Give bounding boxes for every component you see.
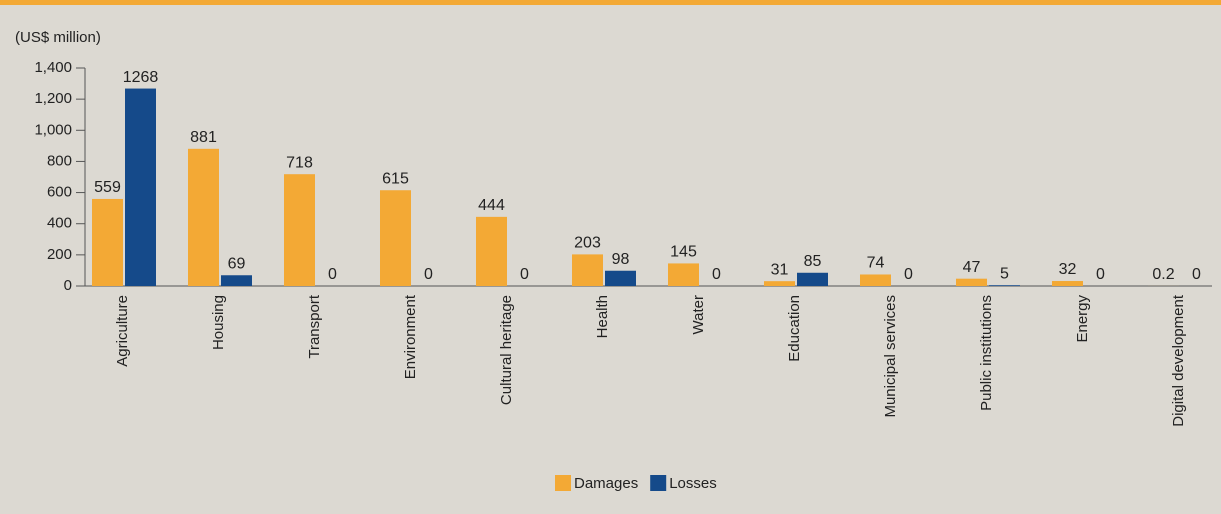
value-label: 0: [904, 266, 913, 283]
value-label: 0: [520, 266, 529, 283]
value-label: 47: [963, 259, 981, 276]
value-label: 559: [94, 179, 121, 196]
legend-swatch: [555, 475, 571, 491]
value-label: 615: [382, 170, 409, 187]
bar: [764, 281, 795, 286]
legend-label: Damages: [574, 475, 638, 492]
bar: [284, 174, 315, 286]
top-border: [0, 0, 1221, 5]
value-label: 145: [670, 244, 697, 261]
y-tick-label: 800: [47, 152, 72, 169]
value-label: 69: [228, 255, 246, 272]
bar: [605, 270, 636, 286]
bar: [572, 254, 603, 286]
x-tick-label: Water: [690, 295, 707, 334]
x-tick-label: Public institutions: [978, 295, 995, 411]
bar: [860, 274, 891, 286]
bar: [221, 275, 252, 286]
legend-label: Losses: [669, 475, 717, 492]
value-label: 32: [1059, 261, 1077, 278]
value-label: 98: [612, 251, 630, 268]
bar: [989, 285, 1020, 286]
bar: [668, 263, 699, 286]
value-label: 5: [1000, 265, 1009, 282]
x-tick-label: Education: [786, 295, 803, 362]
value-label: 85: [804, 253, 822, 270]
x-tick-label: Energy: [1074, 295, 1091, 343]
value-label: 31: [771, 261, 789, 278]
value-label: 0: [1096, 266, 1105, 283]
x-tick-label: Municipal services: [882, 295, 899, 418]
y-tick-label: 1,400: [34, 59, 72, 76]
legend-swatch: [650, 475, 667, 491]
x-tick-label: Health: [594, 295, 611, 338]
value-label: 0: [424, 266, 433, 283]
value-label: 718: [286, 154, 313, 171]
y-tick-label: 1,200: [34, 90, 72, 107]
bar: [92, 198, 123, 286]
x-tick-label: Cultural heritage: [498, 295, 515, 405]
bar: [380, 190, 411, 286]
bar: [1052, 281, 1083, 286]
value-label: 881: [190, 129, 217, 146]
y-axis-label: (US$ million): [15, 29, 101, 46]
bar: [476, 216, 507, 286]
value-label: 0: [1192, 266, 1201, 283]
x-tick-label: Digital development: [1170, 294, 1187, 427]
value-label: 1268: [123, 69, 159, 86]
value-label: 203: [574, 235, 601, 252]
value-label: 74: [867, 255, 885, 272]
x-tick-label: Agriculture: [114, 295, 131, 367]
bar: [125, 88, 156, 286]
value-label: 444: [478, 197, 505, 214]
y-tick-label: 400: [47, 215, 72, 232]
y-tick-label: 0: [64, 277, 72, 294]
y-tick-label: 200: [47, 246, 72, 263]
y-tick-label: 1,000: [34, 121, 72, 138]
x-tick-label: Housing: [210, 295, 227, 350]
bar: [188, 148, 219, 286]
bar: [797, 272, 828, 286]
bar: [956, 278, 987, 286]
x-tick-label: Transport: [306, 294, 323, 358]
value-label: 0: [328, 266, 337, 283]
value-label: 0: [712, 266, 721, 283]
x-tick-label: Environment: [402, 294, 419, 379]
value-label: 0.2: [1152, 266, 1174, 283]
y-tick-label: 600: [47, 184, 72, 201]
